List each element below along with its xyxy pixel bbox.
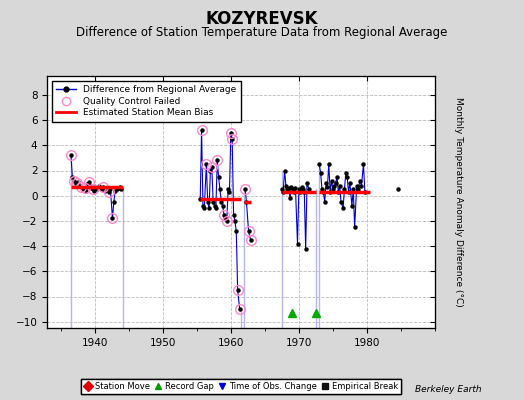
Y-axis label: Monthly Temperature Anomaly Difference (°C): Monthly Temperature Anomaly Difference (… [454,97,463,307]
Text: Berkeley Earth: Berkeley Earth [416,385,482,394]
Legend: Station Move, Record Gap, Time of Obs. Change, Empirical Break: Station Move, Record Gap, Time of Obs. C… [81,379,401,394]
Text: KOZYREVSK: KOZYREVSK [206,10,318,28]
Text: Difference of Station Temperature Data from Regional Average: Difference of Station Temperature Data f… [77,26,447,39]
